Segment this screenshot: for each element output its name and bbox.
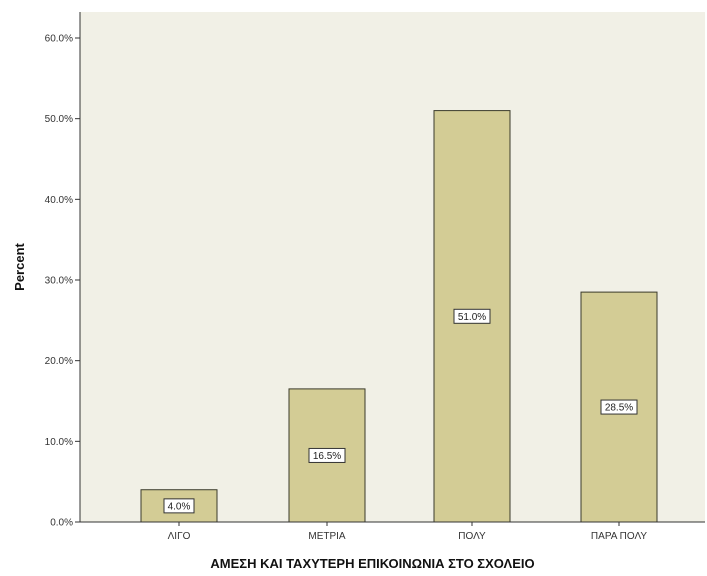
y-tick-label: 10.0% bbox=[45, 437, 73, 448]
x-category-label: ΠΑΡΑ ΠΟΛΥ bbox=[591, 531, 647, 542]
data-label-box bbox=[453, 308, 491, 324]
x-category-label: ΛΙΓΟ bbox=[168, 531, 191, 542]
data-label: 28.5% bbox=[605, 403, 633, 414]
data-label-box bbox=[600, 399, 638, 415]
y-axis-ticks: 0.0% 10.0% 20.0% 30.0% 40.0% 50.0% 60.0% bbox=[45, 34, 80, 529]
x-axis-title: ΑΜΕΣΗ ΚΑΙ ΤΑΧΥΤΕΡΗ ΕΠΙΚΟΙΝΩΝΙΑ ΣΤΟ ΣΧΟΛΕ… bbox=[210, 556, 534, 571]
x-category-label: ΠΟΛΥ bbox=[458, 531, 486, 542]
x-category-label: ΜΕΤΡΙΑ bbox=[308, 531, 346, 542]
y-tick-label: 40.0% bbox=[45, 195, 73, 206]
x-axis-categories: ΛΙΓΟ ΜΕΤΡΙΑ ΠΟΛΥ ΠΑΡΑ ΠΟΛΥ bbox=[168, 522, 647, 542]
data-label-box bbox=[308, 447, 346, 463]
y-tick-label: 60.0% bbox=[45, 34, 73, 45]
y-tick-label: 20.0% bbox=[45, 356, 73, 367]
data-label: 16.5% bbox=[313, 451, 341, 462]
y-tick-label: 0.0% bbox=[50, 518, 73, 529]
y-axis-title: Percent bbox=[12, 242, 27, 290]
data-labels-group: 4.0% 16.5% 51.0% 28.5% bbox=[163, 308, 638, 514]
data-label: 51.0% bbox=[458, 312, 486, 323]
data-label-box bbox=[163, 498, 195, 514]
y-tick-label: 50.0% bbox=[45, 114, 73, 125]
y-tick-label: 30.0% bbox=[45, 276, 73, 287]
data-label: 4.0% bbox=[168, 501, 191, 512]
